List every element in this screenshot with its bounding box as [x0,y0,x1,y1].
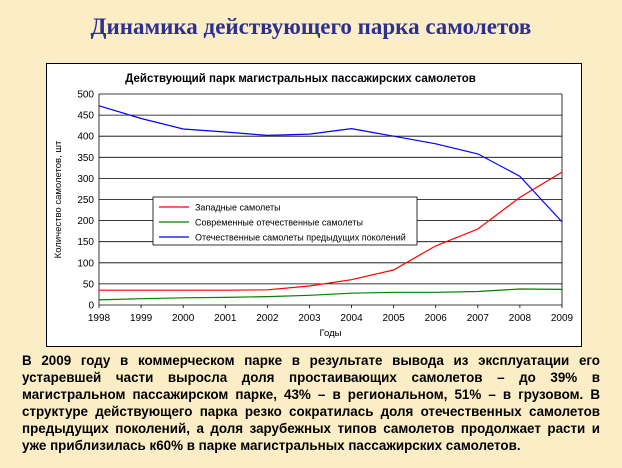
y-tick-label: 50 [83,279,95,290]
x-tick-label: 1998 [88,313,111,324]
slide-title: Динамика действующего парка самолетов [90,14,532,39]
x-tick-label: 2009 [551,313,574,324]
y-tick-label: 0 [88,301,94,312]
caption-text: В 2009 году в коммерческом парке в резул… [22,353,600,453]
series-line-1 [99,171,563,291]
x-tick-label: 2005 [383,313,406,324]
series-line-3 [98,105,563,223]
y-tick-label: 450 [77,111,94,122]
legend-label: Западные самолеты [195,203,281,213]
y-tick-label: 400 [77,132,94,143]
x-tick-label: 2007 [467,313,490,324]
line-chart: Действующий парк магистральных пассажирс… [53,73,574,339]
legend-box [152,196,418,246]
x-tick-label: 2002 [256,313,279,324]
chart-title: Действующий парк магистральных пассажирс… [125,73,476,85]
x-tick-label: 2003 [298,313,321,324]
x-tick-label: 2008 [509,313,532,324]
series-line-2 [98,288,563,301]
legend-label: Отечественные самолеты предыдущих поколе… [195,233,406,243]
x-tick-label: 1999 [130,313,153,324]
legend-label: Современные отечественные самолеты [195,218,363,228]
x-tick-label: 2000 [172,313,195,324]
y-axis-title: Количество самолетов, шт [53,140,64,258]
y-tick-label: 300 [77,174,94,185]
x-tick-label: 2004 [340,313,363,324]
chart-frame: Действующий парк магистральных пассажирс… [46,63,582,347]
y-tick-label: 500 [77,90,94,101]
y-tick-label: 150 [77,237,94,248]
y-tick-label: 350 [77,153,94,164]
x-tick-label: 2001 [214,313,237,324]
x-tick-label: 2006 [425,313,448,324]
y-tick-label: 200 [77,216,94,227]
x-axis-title: Годы [320,328,342,339]
y-tick-label: 250 [77,195,94,206]
y-tick-label: 100 [77,258,94,269]
